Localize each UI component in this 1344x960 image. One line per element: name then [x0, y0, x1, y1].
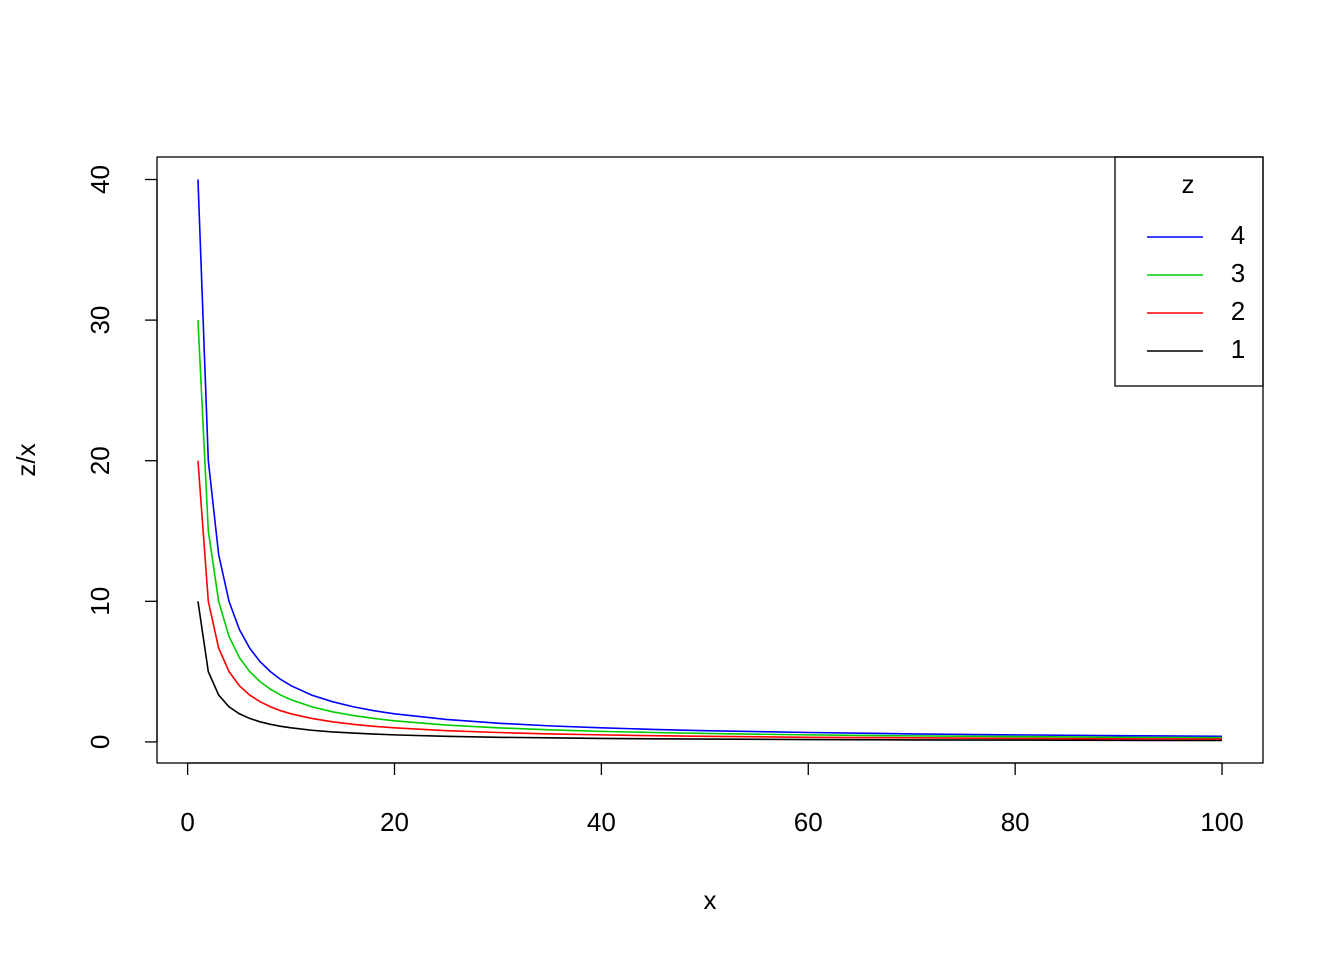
legend-label: 1	[1231, 334, 1245, 364]
legend-box	[1114, 156, 1264, 387]
y-tick-label: 30	[85, 306, 115, 335]
data-line	[197, 179, 1223, 738]
y-tick-label: 20	[85, 446, 115, 475]
x-tick-label: 100	[1200, 807, 1243, 837]
legend-label: 4	[1231, 220, 1245, 250]
y-tick-label: 40	[85, 165, 115, 194]
data-line	[197, 460, 1223, 740]
legend-label: 2	[1231, 296, 1245, 326]
y-tick-label: 10	[85, 587, 115, 616]
plot-frame	[156, 156, 1264, 764]
x-tick-label: 0	[180, 807, 194, 837]
x-tick-label: 20	[380, 807, 409, 837]
x-tick-label: 40	[587, 807, 616, 837]
x-tick-label: 60	[794, 807, 823, 837]
y-tick-label: 0	[85, 735, 115, 749]
x-axis-label: x	[704, 885, 717, 915]
legend-label: 3	[1231, 258, 1245, 288]
data-line	[197, 601, 1223, 742]
y-axis-label: z/x	[11, 443, 41, 476]
legend-title: z	[1182, 169, 1195, 199]
data-line	[197, 320, 1223, 739]
x-tick-label: 80	[1001, 807, 1030, 837]
